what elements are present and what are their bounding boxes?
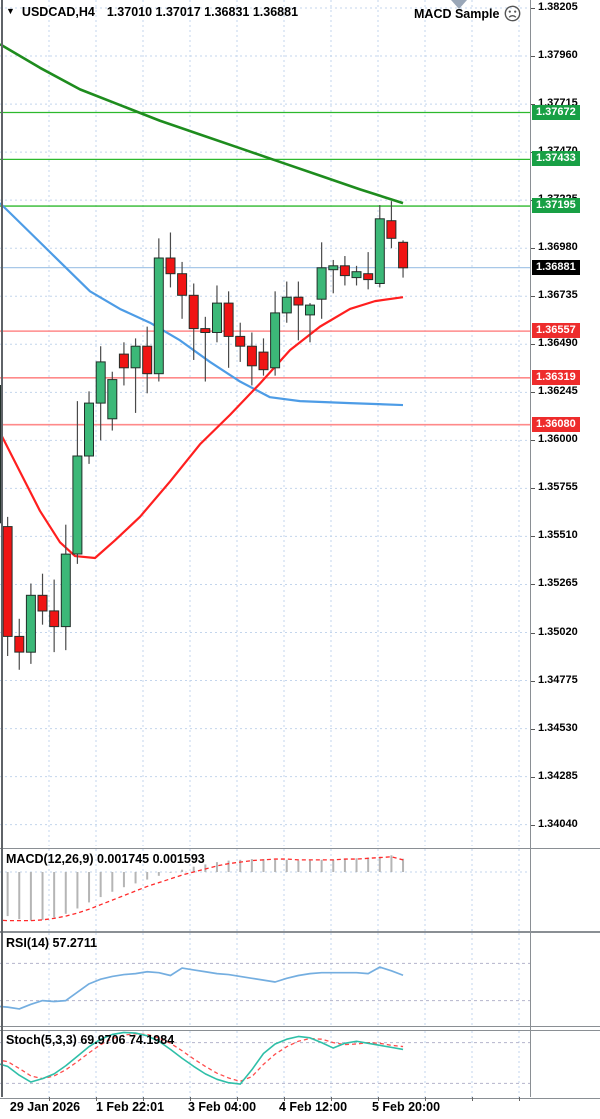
time-axis-label: 29 Jan 2026 bbox=[9, 1100, 81, 1114]
price-badge-resistance: 1.37672 bbox=[532, 105, 580, 120]
candle bbox=[188, 294, 199, 330]
axis-separator bbox=[530, 0, 531, 1097]
time-tick bbox=[378, 1097, 379, 1101]
price-tick: 1.36000 bbox=[530, 433, 578, 445]
chart-title-bar: ▼ USDCAD,H4 1.37010 1.37017 1.36831 1.3688… bbox=[6, 5, 298, 19]
price-tick: 1.34775 bbox=[530, 674, 578, 686]
time-tick bbox=[96, 1097, 97, 1101]
time-tick bbox=[331, 1097, 332, 1101]
candle bbox=[130, 345, 141, 369]
price-tick: 1.36735 bbox=[530, 289, 578, 301]
candle bbox=[305, 304, 315, 316]
stoch-label: Stoch(5,3,3) 69.9706 74.1984 bbox=[6, 1033, 175, 1047]
candle bbox=[177, 273, 188, 296]
price-tick: 1.37960 bbox=[530, 49, 578, 61]
price-tick: 1.36245 bbox=[530, 385, 578, 397]
candle bbox=[72, 455, 83, 555]
price-badge-support: 1.36080 bbox=[532, 417, 580, 432]
candle bbox=[270, 312, 281, 369]
price-badge-current: 1.36881 bbox=[532, 260, 580, 275]
price-tick: 1.34285 bbox=[530, 770, 578, 782]
candle bbox=[363, 273, 374, 281]
macd-label: MACD(12,26,9) 0.001745 0.001593 bbox=[6, 852, 205, 866]
symbol-dropdown-icon[interactable]: ▼ bbox=[6, 6, 15, 16]
rsi-panel: RSI(14) 57.2711 10070300 bbox=[0, 932, 600, 1027]
price-tick: 1.36980 bbox=[530, 241, 578, 253]
candle bbox=[49, 610, 60, 628]
candle bbox=[386, 220, 397, 239]
candle bbox=[118, 353, 129, 369]
time-axis-label: 1 Feb 22:01 bbox=[95, 1100, 165, 1114]
price-chart-canvas[interactable] bbox=[0, 0, 530, 846]
candle bbox=[200, 328, 211, 334]
candle bbox=[351, 271, 362, 279]
price-tick: 1.36490 bbox=[530, 337, 578, 349]
chart-shift-marker bbox=[451, 0, 467, 9]
time-axis-label: 4 Feb 12:00 bbox=[278, 1100, 348, 1114]
candle bbox=[293, 296, 304, 306]
candle bbox=[0, 385, 1, 524]
candle bbox=[95, 361, 106, 404]
time-tick bbox=[49, 1097, 50, 1101]
price-tick: 1.35020 bbox=[530, 626, 578, 638]
time-tick bbox=[284, 1097, 285, 1101]
candle bbox=[246, 345, 257, 367]
candle bbox=[398, 241, 409, 269]
price-tick: 1.34040 bbox=[530, 818, 578, 830]
macd-canvas[interactable] bbox=[0, 849, 530, 931]
time-tick bbox=[425, 1097, 426, 1101]
candle bbox=[165, 257, 176, 275]
price-tick: 1.35755 bbox=[530, 481, 578, 493]
main-chart-panel: ▼ USDCAD,H4 1.37010 1.37017 1.36831 1.3688… bbox=[0, 0, 580, 846]
time-tick bbox=[190, 1097, 191, 1101]
expert-label: MACD Sample bbox=[414, 5, 521, 22]
chart-left-border bbox=[1, 0, 3, 1097]
candle bbox=[223, 302, 234, 337]
time-tick bbox=[237, 1097, 238, 1101]
candle bbox=[235, 335, 246, 347]
candle bbox=[37, 594, 48, 612]
price-tick: 1.38205 bbox=[530, 1, 578, 13]
price-badge-resistance: 1.37195 bbox=[532, 198, 580, 213]
candle bbox=[374, 218, 385, 284]
price-tick: 1.34530 bbox=[530, 722, 578, 734]
ea-sad-face-icon bbox=[505, 5, 521, 22]
time-axis-label: 3 Feb 04:00 bbox=[187, 1100, 257, 1114]
expert-name: MACD Sample bbox=[414, 6, 500, 21]
candle bbox=[60, 553, 71, 628]
price-tick: 1.35510 bbox=[530, 529, 578, 541]
time-tick bbox=[143, 1097, 144, 1101]
candle bbox=[2, 526, 13, 637]
stoch-panel: Stoch(5,3,3) 69.9706 74.1984 10080200 bbox=[0, 1030, 600, 1099]
time-tick bbox=[519, 1097, 520, 1101]
candle bbox=[153, 257, 164, 375]
rsi-label: RSI(14) 57.2711 bbox=[6, 936, 98, 950]
time-tick bbox=[472, 1097, 473, 1101]
candle bbox=[316, 267, 327, 300]
price-badge-support: 1.36319 bbox=[532, 370, 580, 385]
price-tick: 1.35265 bbox=[530, 577, 578, 589]
candle bbox=[212, 302, 222, 334]
price-badge-resistance: 1.37433 bbox=[532, 151, 580, 166]
candle bbox=[84, 402, 94, 457]
symbol-label: USDCAD,H4 bbox=[21, 5, 95, 19]
ohlc-quotes: 1.37010 1.37017 1.36831 1.36881 bbox=[106, 5, 299, 19]
candle bbox=[14, 635, 25, 653]
candle bbox=[281, 296, 292, 314]
candle bbox=[107, 379, 118, 420]
candle bbox=[328, 265, 339, 271]
stoch-canvas[interactable] bbox=[0, 1031, 530, 1098]
time-axis-label: 5 Feb 20:00 bbox=[371, 1100, 441, 1114]
rsi-canvas[interactable] bbox=[0, 933, 530, 1026]
candle bbox=[339, 265, 350, 277]
candle bbox=[142, 345, 153, 375]
candle bbox=[25, 594, 36, 653]
price-badge-support: 1.36557 bbox=[532, 323, 580, 338]
candle bbox=[258, 351, 269, 371]
macd-panel: MACD(12,26,9) 0.001745 0.001593 0.002219… bbox=[0, 848, 600, 932]
